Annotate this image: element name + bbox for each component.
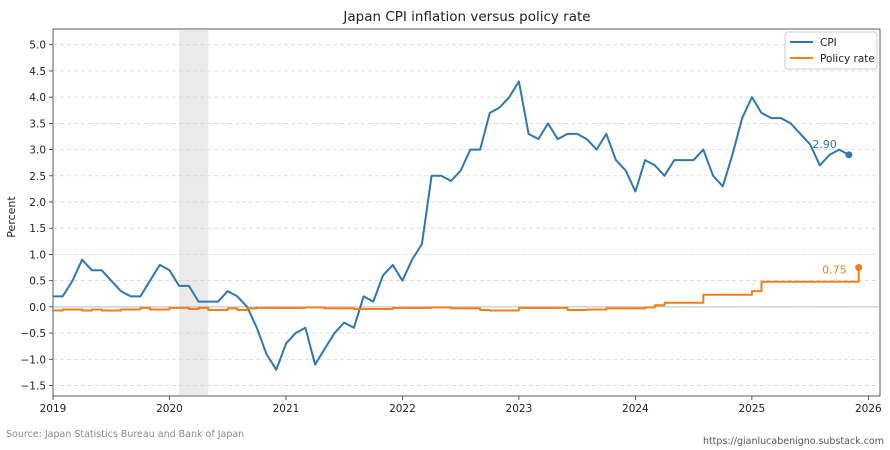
y-tick-label: 1.5: [29, 223, 46, 235]
series-line-policy-rate: [53, 267, 860, 312]
x-tick-label: 2021: [273, 403, 300, 415]
x-tick-label: 2026: [855, 403, 882, 415]
y-tick-label: 2.0: [29, 197, 46, 209]
series-layer: 2.90 0.75: [53, 80, 863, 371]
legend: CPI Policy rate: [784, 31, 878, 70]
legend-label-cpi: CPI: [820, 37, 837, 49]
x-tick-label: 2025: [739, 403, 766, 415]
end-marker-policy-rate: [855, 264, 863, 272]
end-label-policy-rate: 0.75: [822, 264, 847, 277]
plot-area: [52, 28, 881, 397]
gridlines: [53, 44, 880, 386]
x-tick-label: 2022: [389, 403, 416, 415]
y-tick-label: 4.5: [29, 66, 46, 78]
series-line-cpi: [53, 80, 850, 371]
y-tick-label: 5.0: [29, 40, 46, 52]
y-tick-label: 0.5: [29, 276, 46, 288]
x-tick-label: 2024: [622, 403, 649, 415]
y-tick-label: −1.0: [21, 354, 47, 366]
y-axis-label: Percent: [5, 196, 18, 238]
end-label-cpi: 2.90: [812, 138, 837, 151]
shaded-period: [179, 30, 209, 395]
y-tick-label: 3.0: [29, 145, 46, 157]
x-tick-label: 2023: [506, 403, 533, 415]
y-tick-label: −1.5: [21, 381, 47, 393]
x-axis: 2019 2020 2021 2022 2023 2024 2025 2026: [40, 396, 882, 415]
chart-title: Japan CPI inflation versus policy rate: [342, 9, 590, 25]
y-tick-label: 0.0: [29, 302, 46, 314]
y-tick-label: 4.0: [29, 92, 46, 104]
x-tick-label: 2019: [40, 403, 67, 415]
y-tick-label: 2.5: [29, 171, 46, 183]
y-axis: −1.5 −1.0 −0.5 0.0 0.5 1.0 1.5 2.0 2.5 3.0 3.5 4.0 4…: [21, 40, 53, 393]
x-tick-label: 2020: [156, 403, 183, 415]
legend-label-policy-rate: Policy rate: [820, 53, 875, 65]
y-tick-label: −0.5: [21, 328, 47, 340]
y-tick-label: 1.0: [29, 249, 46, 261]
source-note: Source: Japan Statistics Bureau and Bank…: [6, 429, 245, 440]
end-marker-cpi: [845, 151, 853, 159]
credit-url[interactable]: https://gianlucabenigno.substack.com: [702, 436, 884, 447]
y-tick-label: 3.5: [29, 118, 46, 130]
